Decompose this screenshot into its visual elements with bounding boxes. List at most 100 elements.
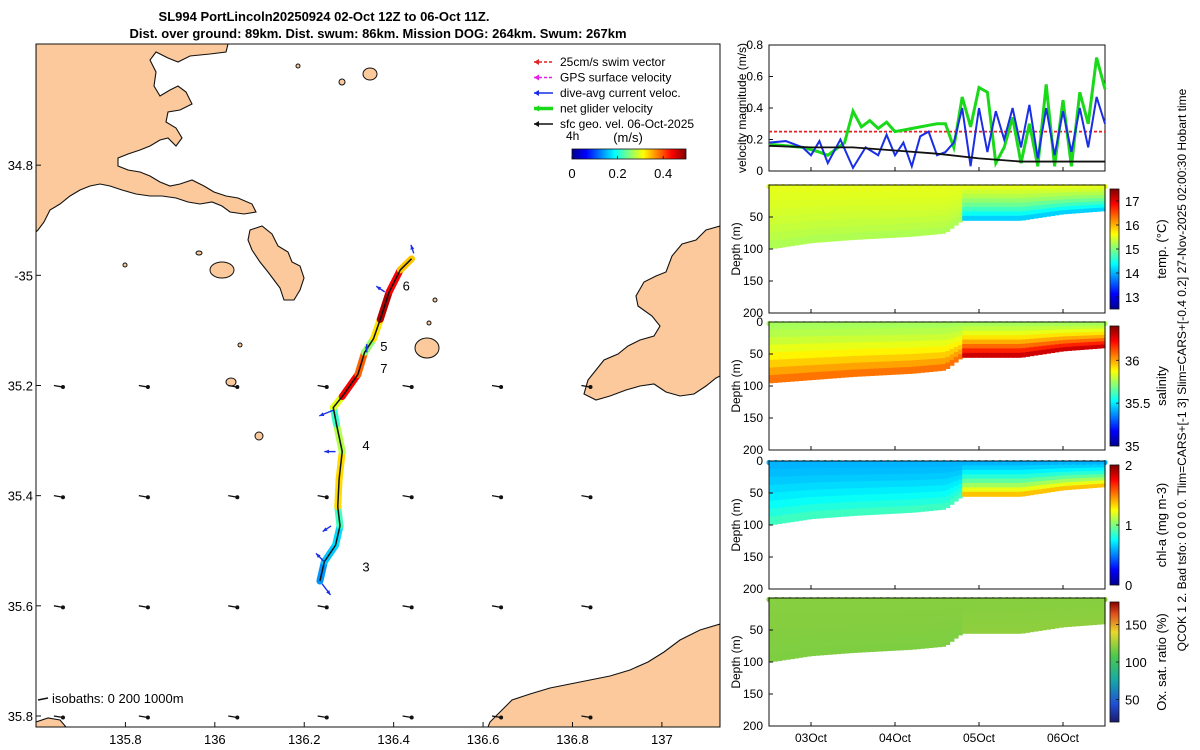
section-cell [823, 633, 829, 641]
section-cell [815, 199, 820, 208]
section-cell [1063, 619, 1068, 624]
section-cell [886, 637, 892, 645]
section-cell [886, 191, 892, 199]
section-cell [1004, 207, 1009, 212]
section-cell [962, 326, 967, 332]
section-cell [1008, 215, 1014, 221]
section-cell [1096, 194, 1102, 199]
section-cell [916, 479, 921, 487]
section-cell [916, 197, 921, 205]
section-cell [823, 227, 829, 236]
section-cell [1000, 339, 1005, 345]
section-cell [1029, 486, 1035, 491]
section-cell [790, 468, 795, 477]
section-cell [777, 337, 783, 346]
section-cell [815, 192, 820, 200]
section-cell [1029, 477, 1035, 483]
section-cell [1012, 606, 1018, 612]
section-cell [937, 485, 942, 492]
section-cell [785, 359, 791, 368]
section-cell [811, 343, 816, 352]
section-cell [907, 341, 913, 349]
section-cell [903, 217, 909, 225]
section-cell [1037, 469, 1043, 474]
section-cell [1046, 464, 1051, 470]
section-cell [1037, 346, 1043, 351]
section-cell [874, 335, 879, 343]
section-cell [1075, 198, 1081, 203]
section-cell [823, 510, 829, 519]
section-cell [819, 192, 825, 200]
section-cell [987, 491, 993, 497]
section-cell [773, 185, 778, 194]
section-cell [932, 610, 938, 617]
section-cell [895, 461, 900, 469]
section-cell [1067, 202, 1072, 207]
section-cell [819, 185, 825, 193]
section-cell [979, 339, 984, 345]
section-cell [1046, 613, 1051, 618]
section-cell [802, 641, 808, 650]
section-cell [987, 611, 993, 617]
section-cell [794, 627, 799, 636]
section-cell [1021, 189, 1026, 195]
section-cell [941, 346, 946, 353]
section-cell [840, 611, 846, 620]
section-cell [903, 360, 909, 368]
section-cell [1063, 605, 1068, 610]
section-cell [1058, 616, 1064, 621]
section-cell [924, 641, 930, 649]
section-cell [966, 339, 972, 345]
section-cell [966, 628, 972, 634]
section-cell [874, 211, 879, 219]
section-cell [920, 473, 925, 481]
section-cell [941, 473, 946, 480]
section-cell [1088, 601, 1093, 606]
section-cell [966, 211, 972, 217]
section-cell [916, 216, 921, 224]
section-cell [823, 199, 829, 207]
section-cell [1079, 481, 1085, 486]
section-cell [924, 604, 930, 612]
section-cell [823, 647, 829, 656]
section-cell [953, 195, 959, 201]
section-cell [924, 610, 930, 618]
section-cell [865, 638, 871, 646]
section-cell [945, 638, 951, 645]
section-cell [1075, 195, 1081, 200]
section-y-tick-label: 50 [750, 486, 764, 500]
section-cell [1058, 210, 1064, 215]
section-cell [1100, 334, 1106, 339]
section-cell [1050, 609, 1056, 614]
section-cell [1096, 611, 1102, 615]
section-cell [941, 610, 946, 617]
section-cell [806, 228, 812, 237]
section-cell [794, 490, 799, 499]
section-cell [970, 606, 976, 612]
section-cell [857, 205, 862, 213]
section-cell [962, 606, 967, 612]
section-cell [790, 605, 795, 614]
section-cell [1100, 480, 1106, 485]
section-cell [777, 644, 783, 654]
time-step-label: 4h [566, 129, 579, 143]
section-cell [1008, 202, 1014, 208]
land-yorke-peninsula [583, 225, 720, 401]
section-cell [1050, 613, 1056, 618]
section-cell [832, 356, 837, 365]
title-line-2: Dist. over ground: 89km. Dist. swum: 86k… [129, 26, 626, 41]
section-cell [790, 358, 795, 367]
section-cell [1046, 204, 1051, 209]
section-cell [1025, 214, 1030, 220]
section-cell [1033, 469, 1039, 474]
section-cell [895, 322, 900, 330]
section-cell [1008, 469, 1014, 475]
section-cell [1033, 346, 1039, 352]
section-cell [903, 210, 909, 218]
section-cell [974, 491, 980, 497]
section-cell [819, 322, 825, 330]
section-cell [861, 185, 867, 193]
map-x-tick-label: 136.6 [467, 732, 500, 747]
section-cell [794, 468, 799, 477]
section-cell [836, 632, 841, 641]
